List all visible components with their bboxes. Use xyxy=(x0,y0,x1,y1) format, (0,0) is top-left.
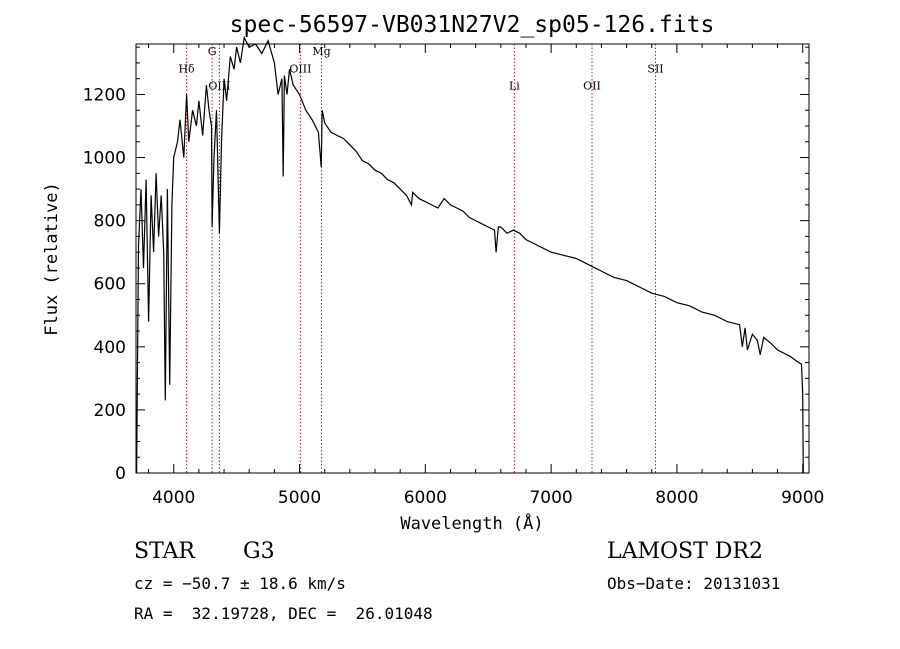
marker-label: OII xyxy=(583,80,601,93)
marker-label: Hδ xyxy=(178,62,195,75)
x-axis-ticks: 4000 5000 6000 7000 8000 9000 xyxy=(148,44,824,508)
x-tick-label: 6000 xyxy=(404,488,447,508)
y-tick-label: 400 xyxy=(94,338,126,358)
y-axis-ticks: 0 200 400 600 800 1000 1200 xyxy=(83,46,809,484)
object-class: STAR xyxy=(134,539,195,564)
x-tick-label: 8000 xyxy=(655,488,698,508)
y-tick-label: 0 xyxy=(115,464,126,484)
plot-frame xyxy=(135,43,810,474)
x-tick-label: 4000 xyxy=(152,488,195,508)
obs-date-text: Obs−Date: 20131031 xyxy=(607,574,781,593)
y-tick-label: 200 xyxy=(94,401,126,421)
coordinates-text: RA = 32.19728, DEC = 26.01048 xyxy=(134,604,433,623)
marker-label: Mg xyxy=(312,45,330,58)
redshift-text: cz = −50.7 ± 18.6 km/s xyxy=(134,574,346,593)
y-axis-label: Flux (relative) xyxy=(42,182,62,336)
spectrum-line xyxy=(136,35,804,474)
marker-label: SII xyxy=(647,62,663,75)
x-tick-label: 7000 xyxy=(529,488,572,508)
y-tick-label: 1000 xyxy=(83,149,126,169)
marker-label: OIII xyxy=(289,62,311,75)
marker-label: G xyxy=(208,45,217,58)
spectral-subclass: G3 xyxy=(243,539,275,564)
y-tick-label: 800 xyxy=(94,212,126,232)
survey-name: LAMOST DR2 xyxy=(607,539,763,564)
marker-label: Li xyxy=(509,80,520,93)
x-axis-label: Wavelength (Å) xyxy=(400,512,543,534)
y-tick-label: 600 xyxy=(94,275,126,295)
x-tick-label: 9000 xyxy=(781,488,824,508)
chart-title: spec-56597-VB031N27V2_sp05-126.fits xyxy=(230,12,715,38)
x-tick-label: 5000 xyxy=(278,488,321,508)
y-tick-label: 1200 xyxy=(83,85,126,105)
